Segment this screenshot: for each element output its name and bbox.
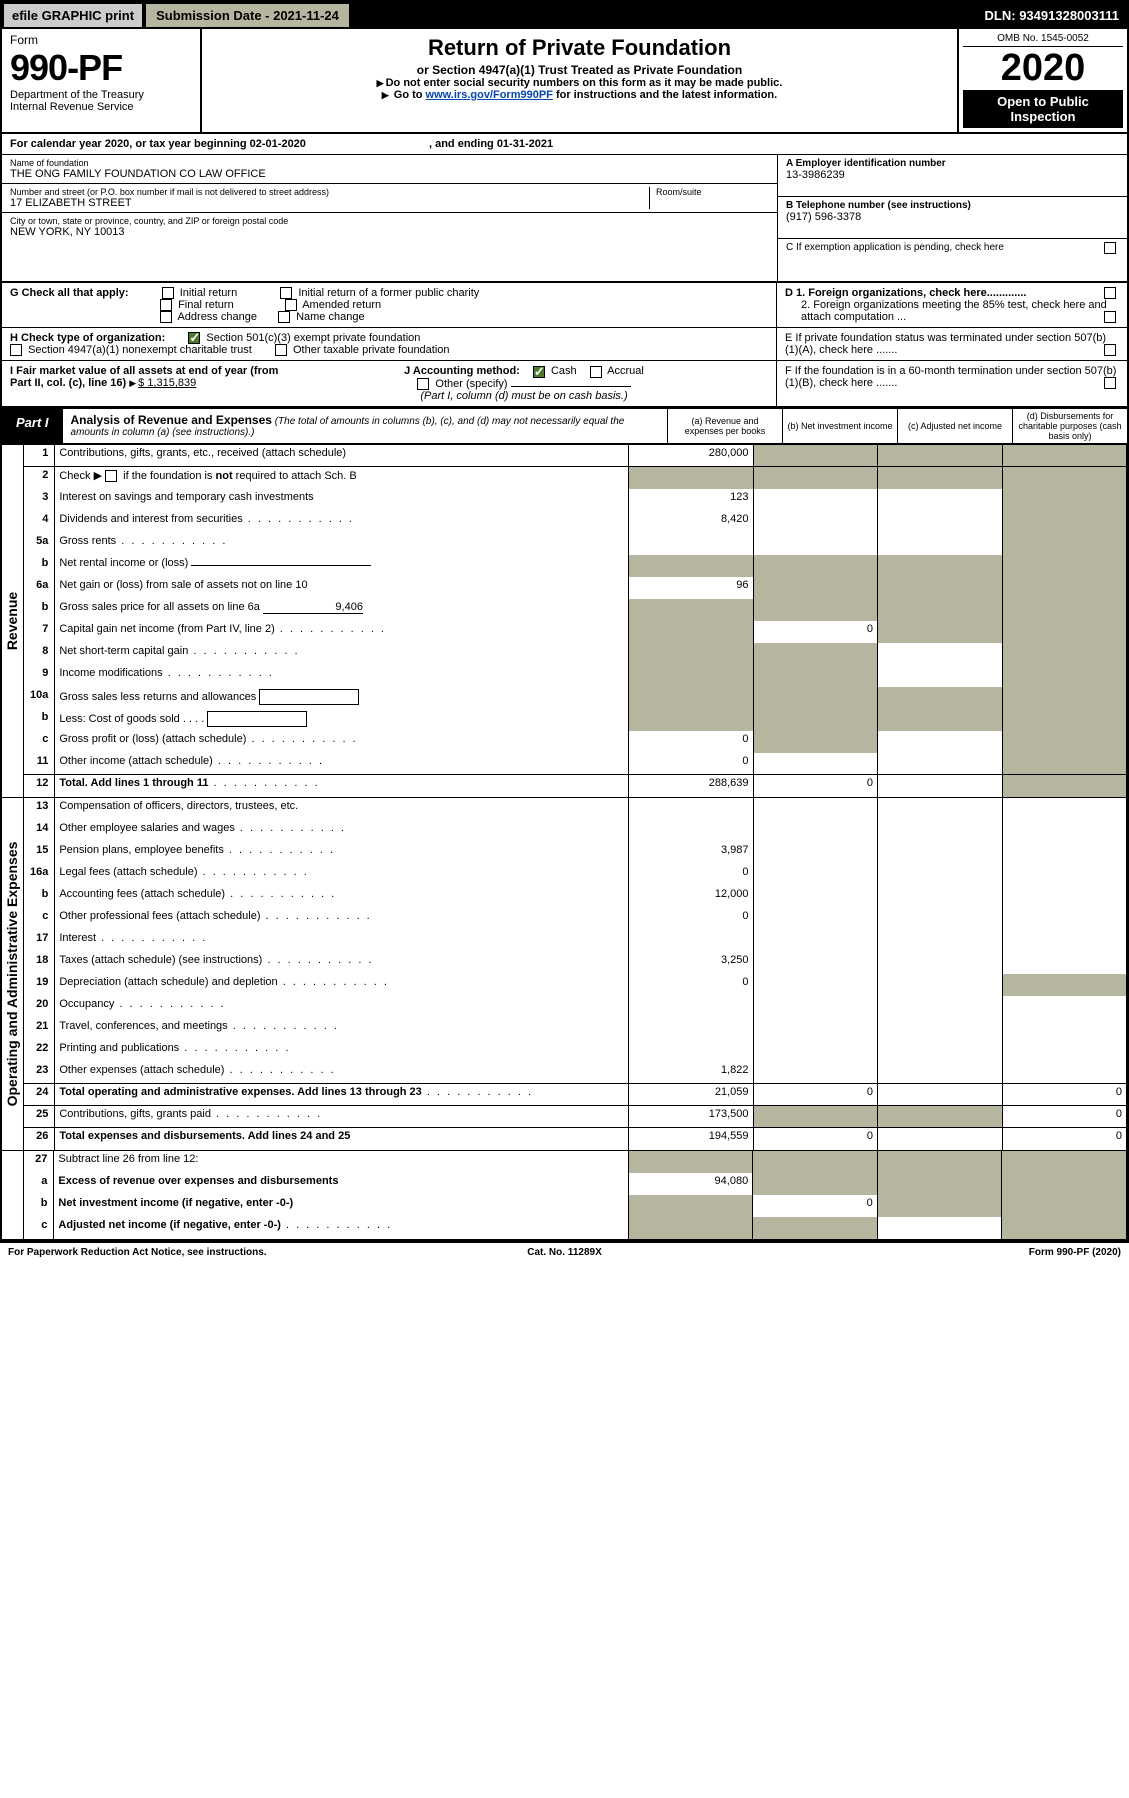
net-table: 27Subtract line 26 from line 12: aExcess…: [24, 1151, 1127, 1239]
tel-label: B Telephone number (see instructions): [786, 200, 1119, 211]
form-subtitle: or Section 4947(a)(1) Trust Treated as P…: [222, 63, 937, 77]
open-public: Open to Public Inspection: [963, 90, 1123, 128]
revenue-section: Revenue 1Contributions, gifts, grants, e…: [2, 445, 1127, 798]
f-checkbox[interactable]: [1104, 377, 1116, 389]
form-number: 990-PF: [10, 47, 192, 89]
name-label: Name of foundation: [10, 158, 769, 168]
e-label: E If private foundation status was termi…: [785, 332, 1106, 356]
street-address: 17 ELIZABETH STREET: [10, 197, 649, 209]
col-d-header: (d) Disbursements for charitable purpose…: [1012, 409, 1127, 443]
room-label: Room/suite: [656, 187, 769, 197]
calendar-year: For calendar year 2020, or tax year begi…: [2, 134, 1127, 155]
col-b-header: (b) Net investment income: [782, 409, 897, 443]
i-value: $ 1,315,839: [138, 377, 196, 389]
part1-header: Part I Analysis of Revenue and Expenses …: [2, 407, 1127, 445]
cat-number: Cat. No. 11289X: [379, 1247, 750, 1258]
form-header: Form 990-PF Department of the Treasury I…: [2, 29, 1127, 134]
section-h-e: H Check type of organization: Section 50…: [2, 328, 1127, 361]
c-label: C If exemption application is pending, c…: [786, 242, 1004, 253]
revenue-side-label: Revenue: [4, 591, 20, 649]
d1-label: D 1. Foreign organizations, check here..…: [785, 287, 1026, 299]
h-4947-checkbox[interactable]: [10, 344, 22, 356]
irs: Internal Revenue Service: [10, 101, 192, 113]
net-section: 27Subtract line 26 from line 12: aExcess…: [2, 1151, 1127, 1241]
col-a-header: (a) Revenue and expenses per books: [667, 409, 782, 443]
goto-note: Go to www.irs.gov/Form990PF for instruct…: [222, 89, 937, 101]
j-label: J Accounting method:: [404, 365, 520, 377]
dln: DLN: 93491328003111: [977, 4, 1127, 27]
section-i-j-f: I Fair market value of all assets at end…: [2, 361, 1127, 406]
omb-number: OMB No. 1545-0052: [963, 33, 1123, 47]
g-name-checkbox[interactable]: [278, 311, 290, 323]
g-initial-checkbox[interactable]: [162, 287, 174, 299]
c-checkbox[interactable]: [1104, 242, 1116, 254]
form-ref: Form 990-PF (2020): [750, 1247, 1121, 1258]
g-label: G Check all that apply:: [10, 287, 129, 299]
foundation-name: THE ONG FAMILY FOUNDATION CO LAW OFFICE: [10, 168, 769, 180]
expenses-section: Operating and Administrative Expenses 13…: [2, 798, 1127, 1151]
entity-info: Name of foundation THE ONG FAMILY FOUNDA…: [2, 155, 1127, 283]
ssn-note: Do not enter social security numbers on …: [222, 77, 937, 89]
paperwork-notice: For Paperwork Reduction Act Notice, see …: [8, 1247, 379, 1258]
j-other-checkbox[interactable]: [417, 378, 429, 390]
schb-checkbox[interactable]: [105, 470, 117, 482]
h-501c3-checkbox[interactable]: [188, 332, 200, 344]
footer: For Paperwork Reduction Act Notice, see …: [0, 1243, 1129, 1262]
h-label: H Check type of organization:: [10, 332, 165, 344]
j-note: (Part I, column (d) must be on cash basi…: [420, 390, 627, 402]
g-amended-checkbox[interactable]: [285, 299, 297, 311]
g-address-checkbox[interactable]: [160, 311, 172, 323]
form-title: Return of Private Foundation: [222, 35, 937, 61]
part1-title: Analysis of Revenue and Expenses: [71, 413, 272, 427]
ein: 13-3986239: [786, 169, 1119, 181]
expenses-table: 13Compensation of officers, directors, t…: [24, 798, 1127, 1150]
ein-label: A Employer identification number: [786, 158, 1119, 169]
submission-date: Submission Date - 2021-11-24: [146, 4, 349, 27]
d2-label: 2. Foreign organizations meeting the 85%…: [801, 299, 1107, 323]
h-other-checkbox[interactable]: [275, 344, 287, 356]
j-accrual-checkbox[interactable]: [590, 366, 602, 378]
dept-treasury: Department of the Treasury: [10, 89, 192, 101]
g-final-checkbox[interactable]: [160, 299, 172, 311]
d1-checkbox[interactable]: [1104, 287, 1116, 299]
col-c-header: (c) Adjusted net income: [897, 409, 1012, 443]
telephone: (917) 596-3378: [786, 211, 1119, 223]
city-state-zip: NEW YORK, NY 10013: [10, 226, 769, 238]
part1-label: Part I: [2, 409, 63, 443]
section-g-d: G Check all that apply: Initial return I…: [2, 283, 1127, 328]
form-label: Form: [10, 33, 192, 47]
addr-label: Number and street (or P.O. box number if…: [10, 187, 649, 197]
g-initial-public-checkbox[interactable]: [280, 287, 292, 299]
city-label: City or town, state or province, country…: [10, 216, 769, 226]
tax-year: 2020: [963, 47, 1123, 90]
j-cash-checkbox[interactable]: [533, 366, 545, 378]
top-bar: efile GRAPHIC print Submission Date - 20…: [2, 2, 1127, 29]
e-checkbox[interactable]: [1104, 344, 1116, 356]
f-label: F If the foundation is in a 60-month ter…: [785, 365, 1116, 389]
irs-link[interactable]: www.irs.gov/Form990PF: [426, 89, 553, 101]
expenses-side-label: Operating and Administrative Expenses: [4, 841, 20, 1106]
d2-checkbox[interactable]: [1104, 311, 1116, 323]
efile-print-button[interactable]: efile GRAPHIC print: [4, 4, 142, 27]
revenue-table: 1Contributions, gifts, grants, etc., rec…: [24, 445, 1127, 797]
